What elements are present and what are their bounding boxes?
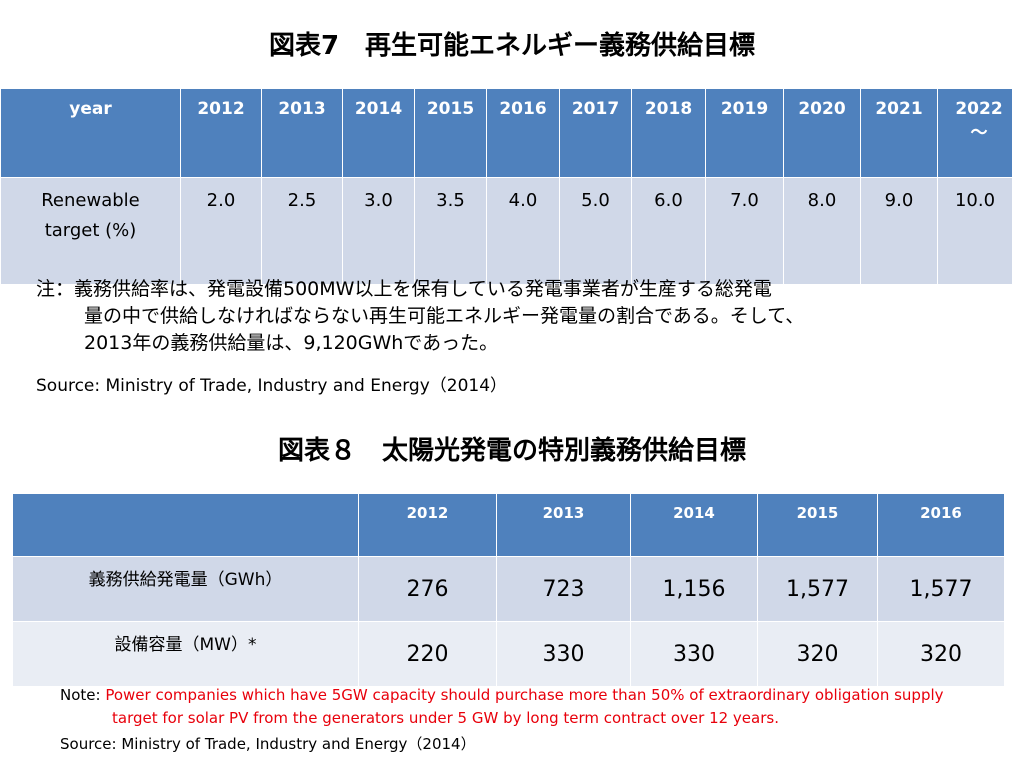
table-cell: 320 [877,621,1005,687]
renewable-target-table: year 2012 2013 2014 2015 2016 2017 2018 … [0,88,1013,285]
table-cell: 1,577 [757,556,878,622]
header-year: 2019 [705,88,784,178]
note-figure-7: 注：義務供給率は、発電設備500MW以上を保有している発電事業者が生産する総発電… [36,276,804,357]
figure-8-title: 図表８ 太陽光発電の特別義務供給目標 [277,436,746,466]
note-line: 注：義務供給率は、発電設備500MW以上を保有している発電事業者が生産する総発電 [36,278,772,300]
header-year: 2012 [180,88,262,178]
table-cell: 1,156 [630,556,758,622]
target-value: 9.0 [860,177,938,285]
note-line: 量の中で供給しなければならない再生可能エネルギー発電量の割合である。そして、 [84,305,805,327]
target-value: 3.5 [414,177,487,285]
note-prefix: Note: [60,686,106,704]
source-figure-7: Source: Ministry of Trade, Industry and … [36,376,508,396]
table-cell: 330 [630,621,758,687]
table-header-row: year 2012 2013 2014 2015 2016 2017 2018 … [0,88,1013,178]
target-value: 2.5 [261,177,343,285]
target-value: 10.0 [937,177,1013,285]
table-row: 義務供給発電量（GWh） 276 723 1,156 1,577 1,577 [12,556,1005,622]
header-year: 2016 [486,88,560,178]
header-year-label: year [0,88,181,178]
header-blank [12,493,359,557]
header-year: 2020 [783,88,861,178]
header-year: 2015 [757,493,878,557]
target-value: 5.0 [559,177,632,285]
source-figure-8: Source: Ministry of Trade, Industry and … [60,735,476,753]
table-cell: 330 [496,621,631,687]
header-year: 2014 [342,88,415,178]
note-figure-8: Note: Power companies which have 5GW cap… [60,684,944,730]
note-line: target for solar PV from the generators … [112,709,779,727]
header-year: 2018 [631,88,706,178]
target-value: 6.0 [631,177,706,285]
target-value: 4.0 [486,177,560,285]
note-line: 2013年の義務供給量は、9,120GWhであった。 [84,332,499,354]
row-label-obligation-generation: 義務供給発電量（GWh） [12,556,359,622]
table-cell: 723 [496,556,631,622]
table-header-row: 2012 2013 2014 2015 2016 [12,493,1005,557]
note-line: Power companies which have 5GW capacity … [105,686,944,704]
target-value: 8.0 [783,177,861,285]
header-year-2022-onward: 2022～ [937,88,1013,178]
row-label-installed-capacity: 設備容量（MW）* [12,621,359,687]
table-cell: 1,577 [877,556,1005,622]
target-value: 3.0 [342,177,415,285]
figure-7-title: 図表7 再生可能エネルギー義務供給目標 [268,31,756,61]
header-year: 2016 [877,493,1005,557]
header-year: 2021 [860,88,938,178]
target-value: 7.0 [705,177,784,285]
solar-obligation-table: 2012 2013 2014 2015 2016 義務供給発電量（GWh） 27… [12,493,1005,687]
row-label-renewable-target: Renewable target (%) [0,177,181,285]
header-year: 2013 [261,88,343,178]
header-year: 2015 [414,88,487,178]
header-year: 2017 [559,88,632,178]
table-cell: 220 [358,621,497,687]
table-cell: 320 [757,621,878,687]
target-value: 2.0 [180,177,262,285]
header-year: 2014 [630,493,758,557]
table-cell: 276 [358,556,497,622]
table-row: Renewable target (%) 2.0 2.5 3.0 3.5 4.0… [0,177,1013,285]
header-year: 2013 [496,493,631,557]
header-year: 2012 [358,493,497,557]
table-row: 設備容量（MW）* 220 330 330 320 320 [12,621,1005,687]
